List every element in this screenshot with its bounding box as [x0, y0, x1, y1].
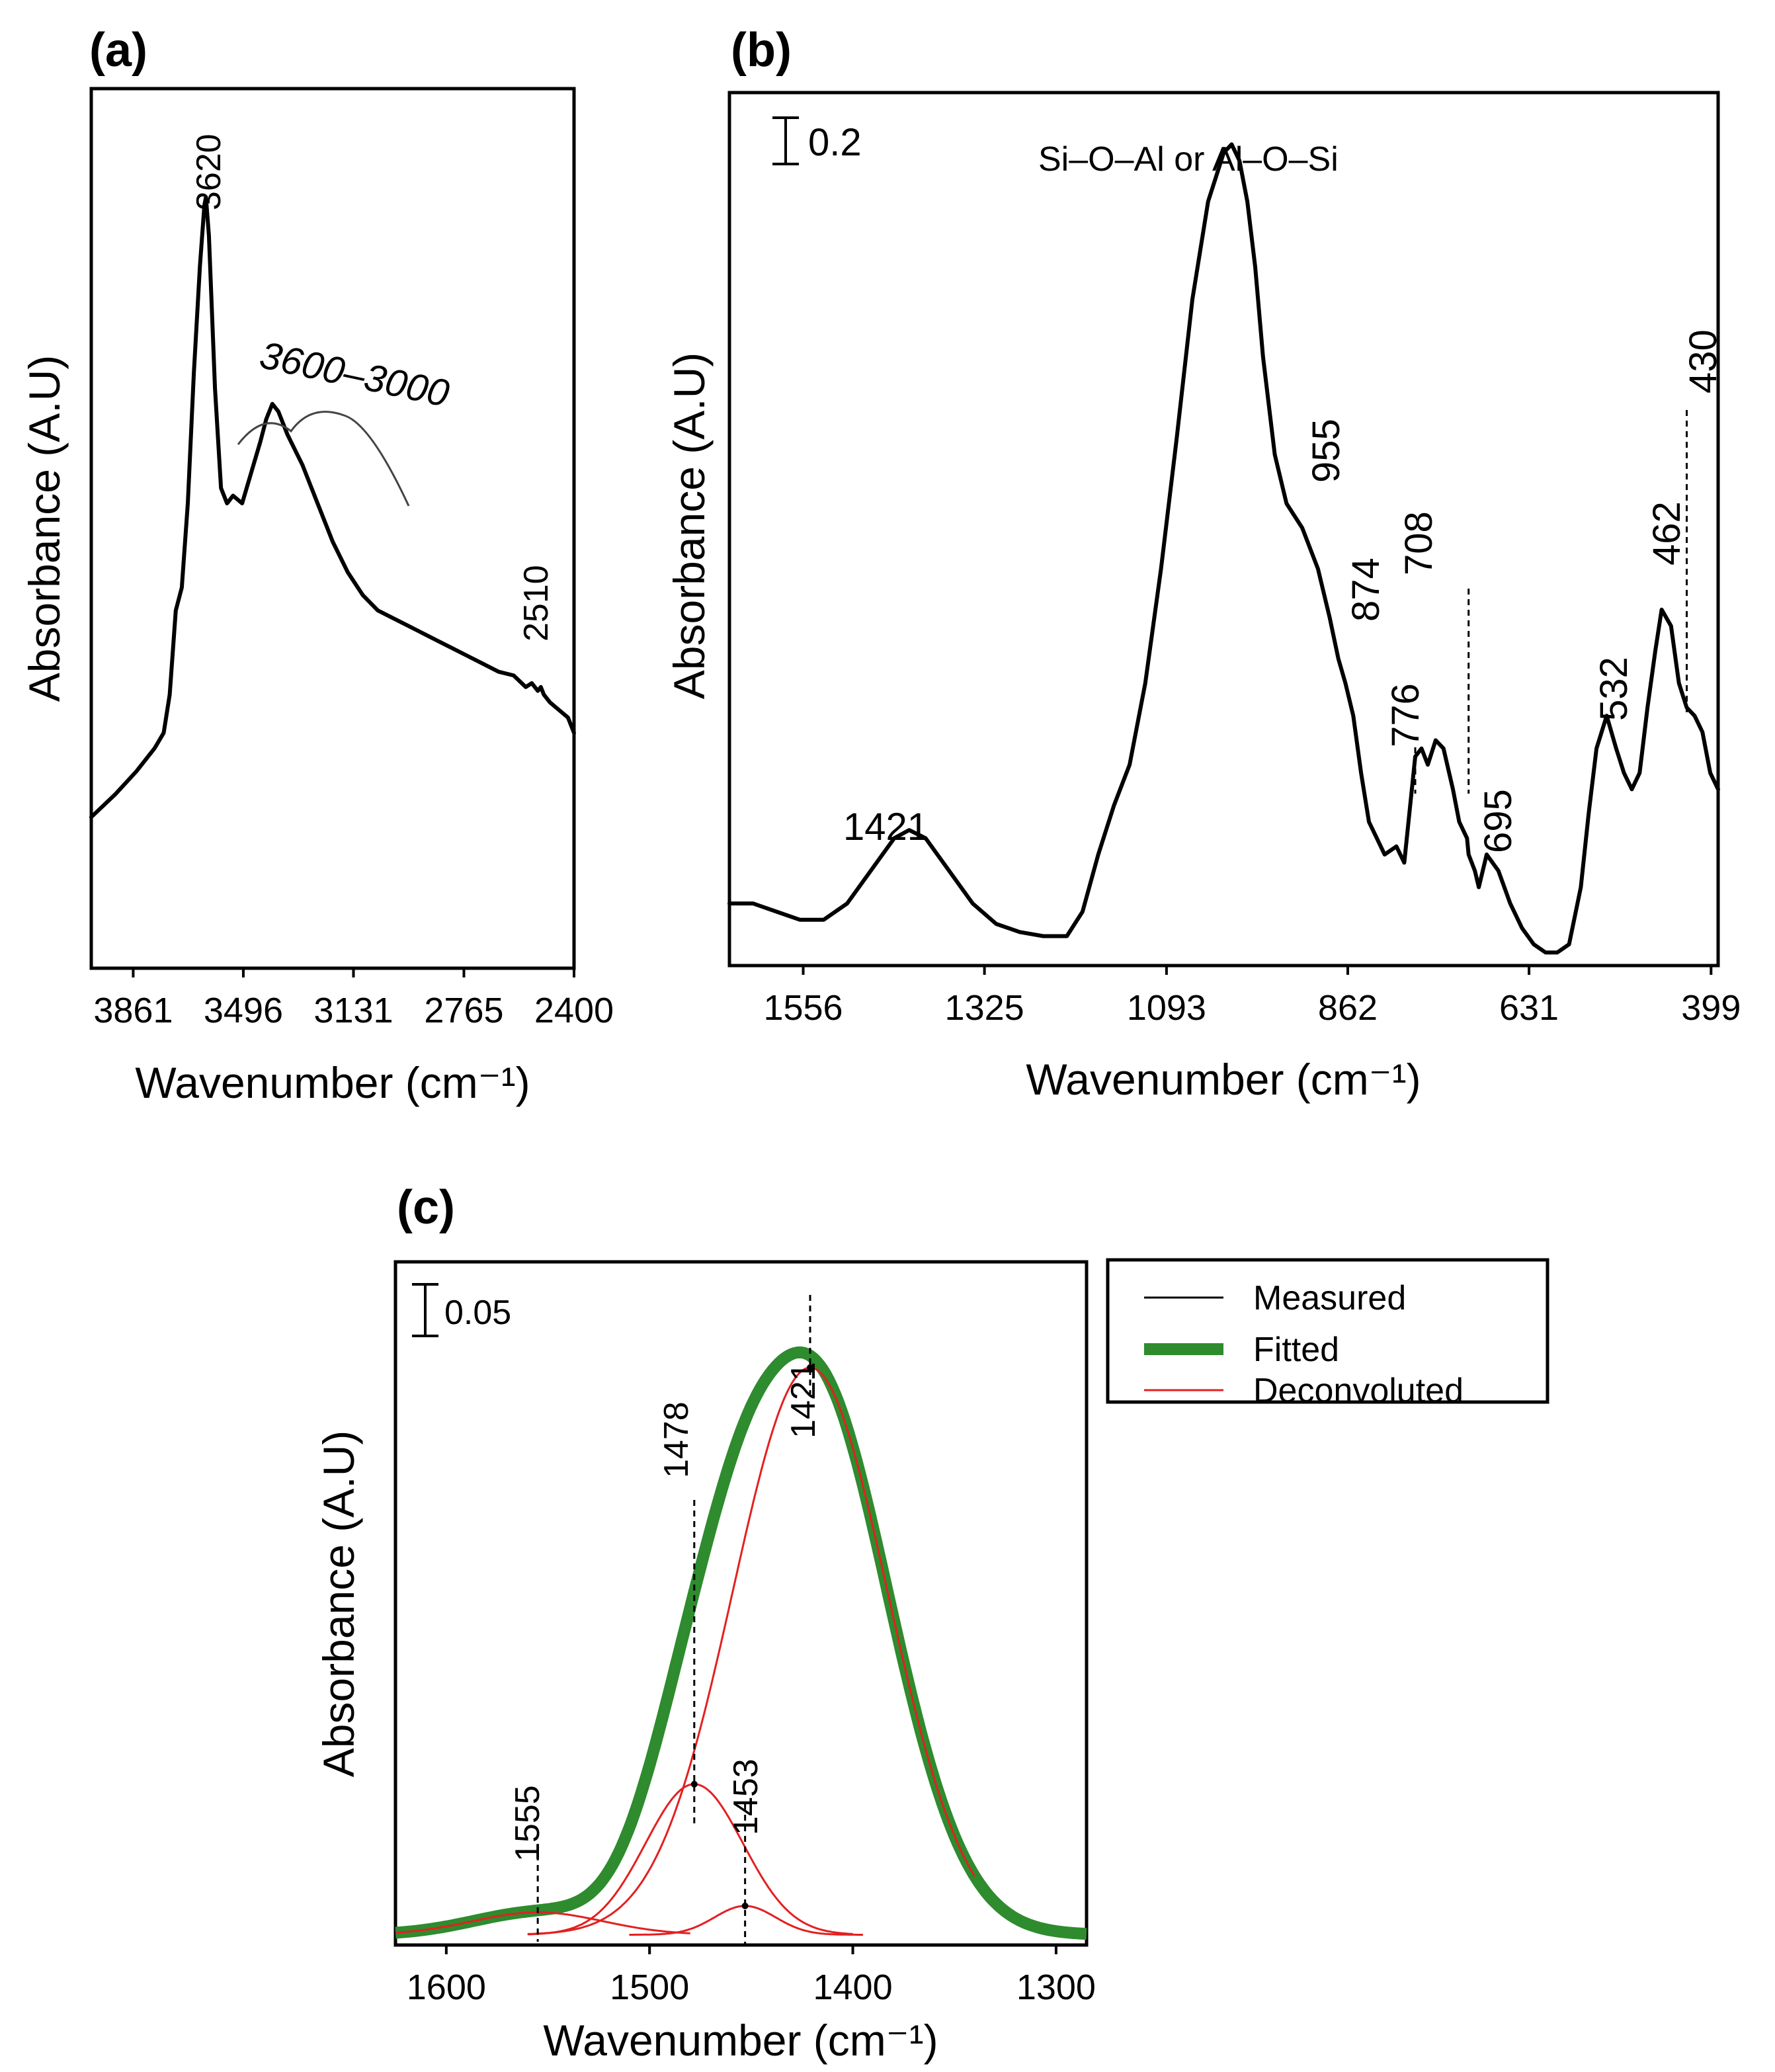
- annotation-1421: 1421: [784, 1362, 823, 1438]
- legend-deconvoluted-label: Deconvoluted: [1253, 1372, 1464, 1410]
- x-tick-label: 3131: [313, 991, 393, 1030]
- annotation-708: 708: [1397, 511, 1440, 575]
- annotation-3620: 3620: [190, 134, 228, 210]
- panel-c-scale-label: 0.05: [444, 1294, 511, 1332]
- annotation-1555: 1555: [509, 1785, 547, 1862]
- panel-b-frame: [727, 91, 1720, 968]
- annotation-1478: 1478: [657, 1401, 696, 1478]
- annotation-1421: 1421: [843, 806, 929, 849]
- annotation-695: 695: [1477, 789, 1520, 853]
- x-tick-label: 1325: [945, 988, 1024, 1028]
- panel-b-scale-label: 0.2: [808, 121, 862, 164]
- annotation-776: 776: [1384, 683, 1427, 747]
- legend-box: [1106, 1258, 1549, 1404]
- x-tick-label: 1556: [763, 988, 843, 1028]
- panel-c-x-axis-title: Wavenumber (cm⁻¹): [543, 2016, 938, 2065]
- panel-a-y-axis-title: Absorbance (A.U): [20, 355, 69, 702]
- peak-marker-1421: [807, 1364, 813, 1371]
- x-tick-label: 3861: [93, 991, 173, 1030]
- series-line-fitted: [392, 1346, 1090, 1940]
- panel-a-frame: [89, 87, 576, 970]
- panel-b-x-axis-title: Wavenumber (cm⁻¹): [1026, 1055, 1421, 1104]
- x-tick-label: 1093: [1127, 988, 1206, 1028]
- peak-marker-1453: [741, 1902, 749, 1909]
- legend: Measured Fitted Deconvoluted: [1106, 1258, 1549, 1410]
- peak-marker-1478: [690, 1780, 698, 1788]
- x-tick-label: 1600: [407, 1968, 486, 2007]
- panel-c-scale-bar: 0.05: [412, 1283, 511, 1337]
- series-line-absorbance: [89, 195, 576, 819]
- panel-a-plot: [89, 195, 576, 819]
- panel-a-x-ticks: 3861 3496 3131 2765 2400: [93, 968, 614, 1030]
- annotation-1453: 1453: [727, 1759, 765, 1835]
- panel-a-label: (a): [89, 24, 147, 77]
- panel-b-x-ticks: 1556 1325 1093 862 631 399: [763, 966, 1741, 1028]
- panel-b-scale-bar: 0.2: [772, 116, 862, 165]
- panel-c-plot: [392, 1295, 1090, 1946]
- panel-a-bracket: [237, 411, 410, 507]
- panel-c: (c) 1600 1500 1400 1300 Wavenumber (cm⁻¹) A…: [314, 1181, 1549, 2065]
- series-line-measured: [537, 1351, 1057, 1932]
- series-line-absorbance: [727, 142, 1720, 955]
- annotation-430: 430: [1682, 329, 1725, 394]
- panel-b-y-axis-title: Absorbance (A.U): [665, 352, 714, 700]
- x-tick-label: 3496: [204, 991, 283, 1030]
- panel-c-y-axis-title: Absorbance (A.U): [314, 1430, 363, 1778]
- x-tick-label: 862: [1318, 988, 1378, 1028]
- annotation-3600-3000: 3600–3000: [256, 333, 452, 415]
- panel-b: (b) 1556 1325 1093 862 631 399 Wavenumber (cm…: [665, 24, 1741, 1104]
- panel-a: (a) 3861 3496 3131 2765 2400 Wavenumber (cm⁻…: [20, 24, 614, 1107]
- x-tick-label: 1500: [610, 1968, 689, 2007]
- legend-fitted-label: Fitted: [1253, 1331, 1339, 1369]
- annotation-532: 532: [1592, 657, 1635, 721]
- annotation-462: 462: [1645, 501, 1688, 565]
- panel-c-x-ticks: 1600 1500 1400 1300: [407, 1945, 1096, 2007]
- x-tick-label: 2765: [424, 991, 503, 1030]
- x-tick-label: 1300: [1016, 1968, 1096, 2007]
- annotation-874: 874: [1344, 558, 1387, 622]
- panel-b-plot: [727, 142, 1720, 955]
- x-tick-label: 2400: [534, 991, 614, 1030]
- panel-b-label: (b): [731, 24, 792, 77]
- annotation-955: 955: [1305, 419, 1348, 483]
- x-tick-label: 399: [1681, 988, 1741, 1028]
- annotation-si-o-al: Si–O–Al or Al–O–Si: [1038, 140, 1339, 179]
- panel-a-x-axis-title: Wavenumber (cm⁻¹): [135, 1058, 530, 1107]
- panel-c-frame: [393, 1260, 1089, 1947]
- x-tick-label: 1400: [813, 1968, 892, 2007]
- panel-c-label: (c): [397, 1181, 455, 1234]
- series-line-deconvoluted-1555: [395, 1911, 690, 1934]
- legend-measured-label: Measured: [1253, 1279, 1406, 1317]
- x-tick-label: 631: [1499, 988, 1559, 1028]
- annotation-2510: 2510: [517, 565, 556, 642]
- series-line-deconvoluted-1478: [527, 1783, 853, 1936]
- series-line-deconvoluted-1421: [527, 1366, 976, 1935]
